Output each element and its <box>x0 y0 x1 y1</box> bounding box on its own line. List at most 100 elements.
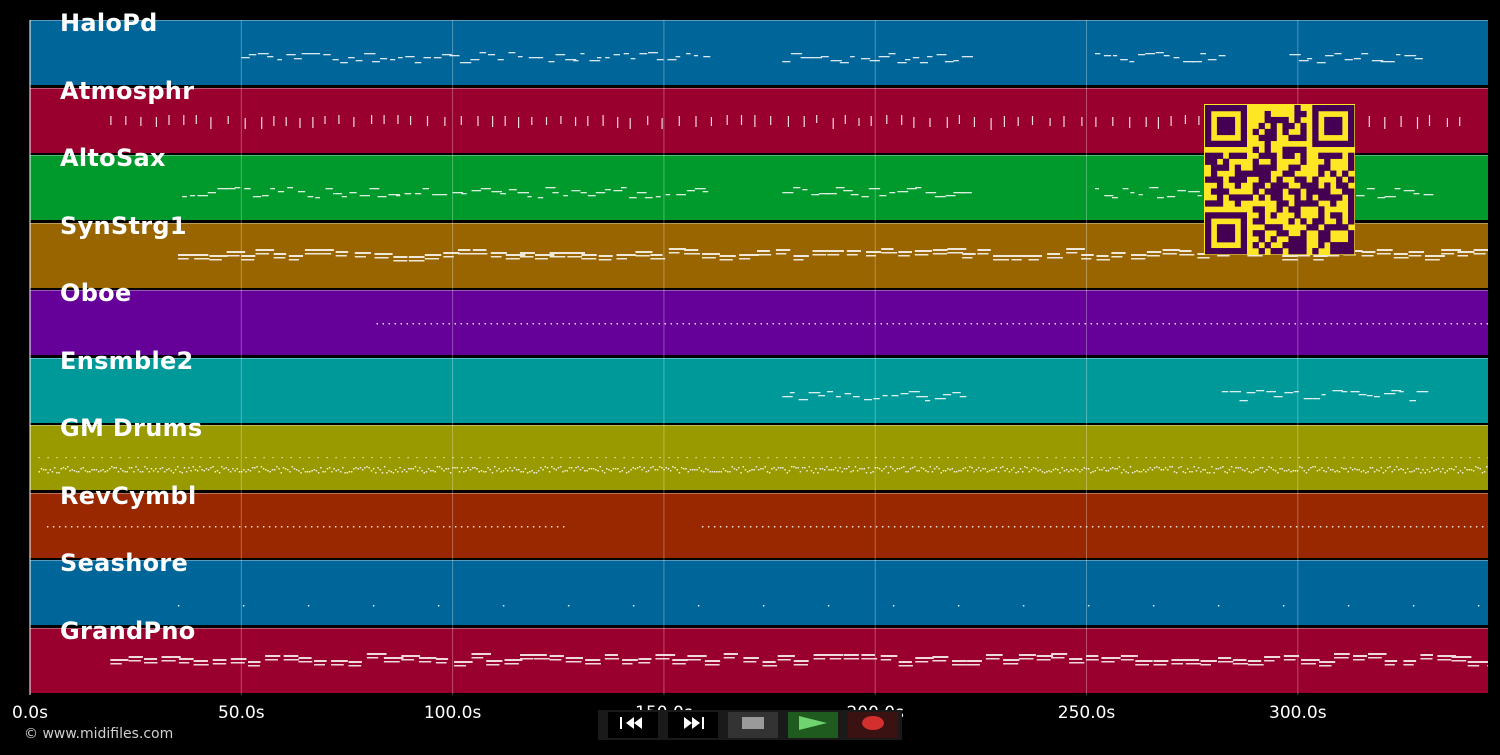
track-oboe[interactable]: Oboe <box>30 279 1488 355</box>
track-ensmble2[interactable]: Ensmble2 <box>30 347 1488 423</box>
note <box>581 467 584 469</box>
note <box>194 253 209 256</box>
note <box>1277 525 1280 527</box>
note <box>1337 525 1340 527</box>
track-seashore[interactable]: Seashore <box>30 549 1488 625</box>
note <box>1247 659 1262 662</box>
note <box>459 62 472 64</box>
note <box>551 457 553 459</box>
note <box>914 466 916 468</box>
fast-forward-button[interactable] <box>668 712 718 738</box>
note <box>1132 323 1134 325</box>
time-tick-label: 50.0s <box>217 703 265 723</box>
note <box>315 470 318 472</box>
record-icon <box>860 715 886 735</box>
note <box>1303 397 1313 399</box>
note <box>743 525 746 527</box>
track-revcymbl[interactable]: RevCymbl <box>30 482 1488 558</box>
note <box>917 525 920 527</box>
note <box>1127 525 1130 527</box>
note <box>1358 469 1360 471</box>
note <box>1051 656 1065 658</box>
track-name: AltoSax <box>60 144 166 172</box>
note <box>273 115 275 126</box>
note <box>1282 605 1285 607</box>
note <box>1250 472 1253 474</box>
note <box>650 467 652 469</box>
play-button[interactable] <box>788 712 838 738</box>
note <box>879 195 887 197</box>
note <box>212 658 227 661</box>
note <box>1384 392 1396 394</box>
note <box>862 323 864 325</box>
note <box>605 457 607 459</box>
note <box>757 469 760 471</box>
note <box>1010 469 1013 471</box>
note <box>1290 471 1292 473</box>
note <box>372 605 375 607</box>
note <box>1442 468 1444 470</box>
note <box>749 525 752 527</box>
note <box>1338 471 1341 473</box>
note <box>270 188 275 190</box>
note <box>866 250 882 253</box>
rewind-icon <box>618 715 648 735</box>
note <box>117 471 120 473</box>
note <box>236 468 238 470</box>
note <box>839 62 849 64</box>
note <box>925 470 927 472</box>
track-gm-drums[interactable]: GM Drums <box>30 414 1488 490</box>
note <box>1163 525 1166 527</box>
note <box>932 655 949 658</box>
note <box>724 470 727 472</box>
rewind-button[interactable] <box>608 712 658 738</box>
note <box>1011 254 1030 257</box>
note <box>371 114 373 124</box>
track-name: Seashore <box>60 549 189 577</box>
note <box>1276 323 1278 325</box>
note <box>1030 323 1032 325</box>
track-grandpno[interactable]: GrandPno <box>30 617 1488 693</box>
note <box>965 525 968 527</box>
note <box>414 193 422 195</box>
note <box>1285 470 1288 472</box>
track-halopd[interactable]: HaloPd <box>30 9 1488 85</box>
piano-roll[interactable]: HaloPd Atmosphr AltoSax SynStrg1 Oboe Ensmble… <box>30 9 1488 695</box>
note <box>578 457 580 459</box>
note <box>966 470 969 472</box>
note <box>555 54 566 56</box>
note <box>1273 395 1283 397</box>
note <box>1295 525 1298 527</box>
note <box>1101 660 1115 662</box>
note <box>995 467 997 469</box>
note <box>1380 61 1389 63</box>
note <box>902 457 904 459</box>
note <box>1413 193 1420 195</box>
note <box>843 468 846 470</box>
note <box>580 53 585 55</box>
note <box>852 470 854 472</box>
note <box>1372 323 1374 325</box>
note <box>827 605 830 607</box>
note <box>940 472 942 474</box>
note <box>1473 252 1486 254</box>
record-button[interactable] <box>848 712 898 738</box>
note <box>1425 254 1445 257</box>
stop-button[interactable] <box>728 712 778 738</box>
note <box>1179 249 1192 252</box>
note <box>1208 457 1210 459</box>
note <box>130 467 133 469</box>
note <box>686 190 695 192</box>
note <box>738 467 740 469</box>
note <box>915 660 929 662</box>
note <box>702 252 720 255</box>
note <box>1104 195 1114 197</box>
note <box>1464 467 1466 469</box>
note <box>1460 457 1462 459</box>
note <box>45 469 47 471</box>
note <box>739 257 751 259</box>
note <box>141 471 144 473</box>
note <box>418 660 432 662</box>
note <box>304 248 322 251</box>
note <box>964 323 966 325</box>
